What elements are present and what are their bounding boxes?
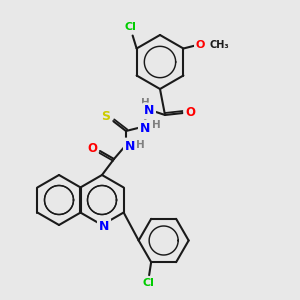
Text: N: N bbox=[99, 220, 109, 232]
Text: O: O bbox=[196, 40, 205, 50]
Text: H: H bbox=[141, 98, 149, 108]
Text: H: H bbox=[152, 120, 160, 130]
Text: O: O bbox=[185, 106, 195, 118]
Text: N: N bbox=[140, 122, 150, 134]
Text: N: N bbox=[144, 104, 154, 118]
Text: H: H bbox=[136, 140, 144, 150]
Text: S: S bbox=[101, 110, 110, 124]
Text: Cl: Cl bbox=[125, 22, 136, 32]
Text: Cl: Cl bbox=[142, 278, 154, 288]
Text: O: O bbox=[87, 142, 97, 155]
Text: CH₃: CH₃ bbox=[209, 40, 229, 50]
Text: N: N bbox=[125, 140, 135, 152]
